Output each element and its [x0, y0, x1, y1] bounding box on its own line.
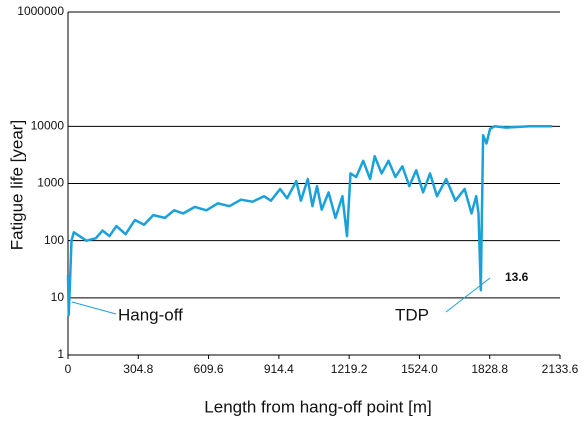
annotation: TDP: [395, 305, 429, 324]
y-axis-title: Fatigue life [year]: [7, 120, 26, 250]
series-line: [66, 125, 553, 317]
x-tick-label: 2133.6: [542, 362, 579, 376]
y-tick-label: 100: [44, 233, 64, 247]
annotation: Hang-off: [118, 305, 183, 324]
y-tick-label: 1000000: [17, 4, 64, 18]
x-tick-label: 914.4: [264, 362, 294, 376]
y-tick-label: 1000: [37, 176, 64, 190]
x-tick-label: 304.8: [123, 362, 153, 376]
annotation-arrow: [445, 277, 491, 313]
x-tick-label: 1828.8: [471, 362, 508, 376]
annotation-arrow: [71, 301, 117, 315]
x-axis-title: Length from hang-off point [m]: [204, 397, 431, 416]
y-tick-label: 1: [57, 347, 64, 361]
y-tick-label: 10: [51, 290, 65, 304]
annotation: 13.6: [505, 270, 529, 284]
x-tick-label: 0: [65, 362, 72, 376]
x-tick-label: 1219.2: [331, 362, 368, 376]
y-tick-label: 10000: [31, 119, 65, 133]
x-tick-label: 609.6: [194, 362, 224, 376]
x-tick-label: 1524.0: [401, 362, 438, 376]
